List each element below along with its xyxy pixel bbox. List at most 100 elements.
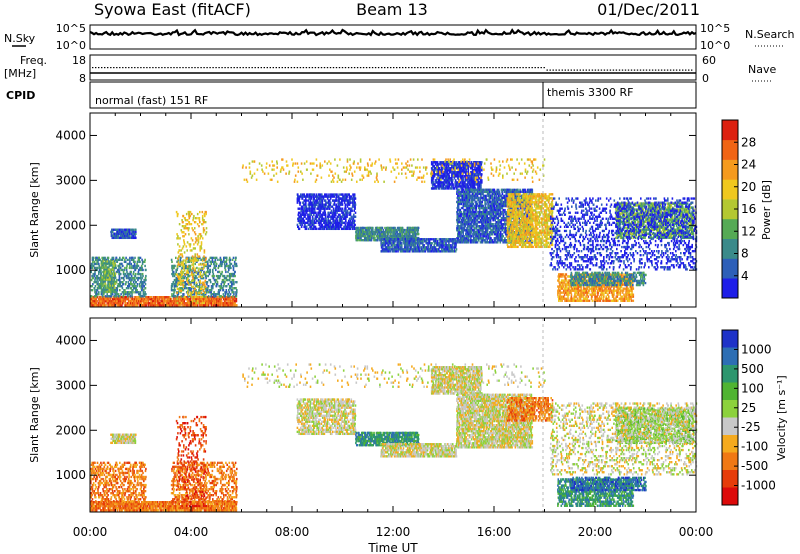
heatmap-cell — [191, 275, 194, 278]
heatmap-cell — [232, 295, 234, 298]
heatmap-cell — [214, 281, 217, 284]
heatmap-cell — [127, 281, 130, 284]
heatmap-cell — [348, 203, 351, 206]
heatmap-cell — [176, 214, 179, 218]
heatmap-cell — [191, 259, 194, 262]
heatmap-cell — [137, 302, 139, 305]
heatmap-cell — [399, 238, 402, 241]
nave-point — [332, 67, 335, 69]
heatmap-cell — [192, 257, 194, 260]
heatmap-cell — [236, 304, 238, 307]
heatmap-cell — [103, 276, 106, 279]
heatmap-cell — [92, 272, 95, 276]
heatmap-cell — [217, 300, 220, 303]
nave-point — [672, 69, 675, 71]
heatmap-cell — [220, 302, 222, 305]
heatmap-cell — [111, 230, 113, 234]
heatmap-cell — [305, 203, 307, 206]
heatmap-cell — [231, 278, 233, 282]
heatmap-cell — [101, 300, 104, 303]
heatmap-cell — [331, 221, 333, 225]
heatmap-cell — [395, 250, 398, 253]
heatmap-cell — [200, 289, 202, 292]
heatmap-cell — [319, 225, 321, 229]
heatmap-cell — [346, 209, 349, 212]
heatmap-cell — [197, 239, 200, 242]
heatmap-cell — [316, 197, 318, 200]
heatmap-cell — [196, 283, 198, 286]
heatmap-cell — [228, 268, 230, 272]
nave-point — [456, 67, 458, 69]
heatmap-cell — [353, 213, 355, 216]
heatmap-cell — [131, 236, 133, 240]
heatmap-cell — [103, 266, 106, 269]
heatmap-cell — [106, 284, 108, 287]
heatmap-cell — [337, 195, 340, 198]
heatmap-cell — [196, 253, 199, 256]
heatmap-cell — [232, 256, 235, 260]
heatmap-cell — [114, 266, 116, 270]
heatmap-cell — [122, 232, 125, 236]
heatmap-cell — [212, 270, 214, 274]
heatmap-cell — [116, 289, 119, 292]
heatmap-cell — [178, 255, 180, 258]
heatmap-cell — [235, 295, 238, 298]
heatmap-cell — [179, 260, 182, 264]
heatmap-cell — [141, 258, 143, 262]
nave-point — [335, 67, 338, 69]
heatmap-cell — [421, 246, 423, 249]
heatmap-cell — [157, 296, 160, 299]
heatmap-cell — [205, 289, 207, 292]
heatmap-cell — [337, 201, 340, 204]
heatmap-cell — [194, 253, 196, 256]
heatmap-cell — [102, 284, 105, 287]
nave-point — [155, 67, 157, 69]
nave-point — [561, 69, 563, 71]
heatmap-cell — [200, 247, 203, 250]
heatmap-cell — [388, 250, 390, 253]
nave-point — [104, 67, 106, 69]
heatmap-cell — [129, 236, 132, 240]
heatmap-cell — [193, 293, 196, 296]
heatmap-cell — [214, 266, 217, 270]
heatmap-cell — [414, 244, 417, 247]
heatmap-cell — [197, 269, 200, 272]
heatmap-cell — [112, 276, 115, 280]
heatmap-cell — [233, 283, 235, 286]
nave-point — [170, 67, 172, 69]
heatmap-cell — [111, 290, 114, 293]
heatmap-cell — [195, 285, 197, 288]
heatmap-cell — [227, 283, 230, 286]
heatmap-cell — [210, 293, 212, 296]
heatmap-cell — [139, 260, 141, 264]
heatmap-cell — [308, 207, 311, 210]
heatmap-cell — [189, 264, 192, 268]
heatmap-cell — [94, 300, 97, 303]
heatmap-cell — [210, 287, 213, 290]
nave-point — [381, 67, 383, 69]
heatmap-cell — [108, 278, 110, 281]
heatmap-cell — [128, 258, 130, 262]
heatmap-cell — [91, 262, 93, 266]
heatmap-cell — [373, 234, 375, 238]
heatmap-cell — [203, 256, 206, 260]
heatmap-cell — [142, 274, 144, 278]
heatmap-cell — [326, 193, 328, 196]
heatmap-cell — [205, 276, 207, 280]
heatmap-cell — [125, 302, 127, 305]
heatmap-cell — [203, 295, 206, 298]
heatmap-cell — [198, 275, 200, 278]
heatmap-cell — [101, 278, 104, 281]
heatmap-cell — [213, 291, 215, 294]
nave-point — [344, 67, 347, 69]
heatmap-cell — [413, 238, 416, 241]
heatmap-cell — [114, 272, 117, 275]
heatmap-cell — [186, 265, 189, 268]
heatmap-cell — [140, 272, 142, 276]
heatmap-cell — [224, 281, 226, 284]
heatmap-cell — [179, 277, 181, 280]
heatmap-cell — [104, 278, 106, 282]
heatmap-cell — [182, 289, 185, 292]
nave-point — [537, 67, 539, 69]
nave-point — [116, 67, 118, 69]
